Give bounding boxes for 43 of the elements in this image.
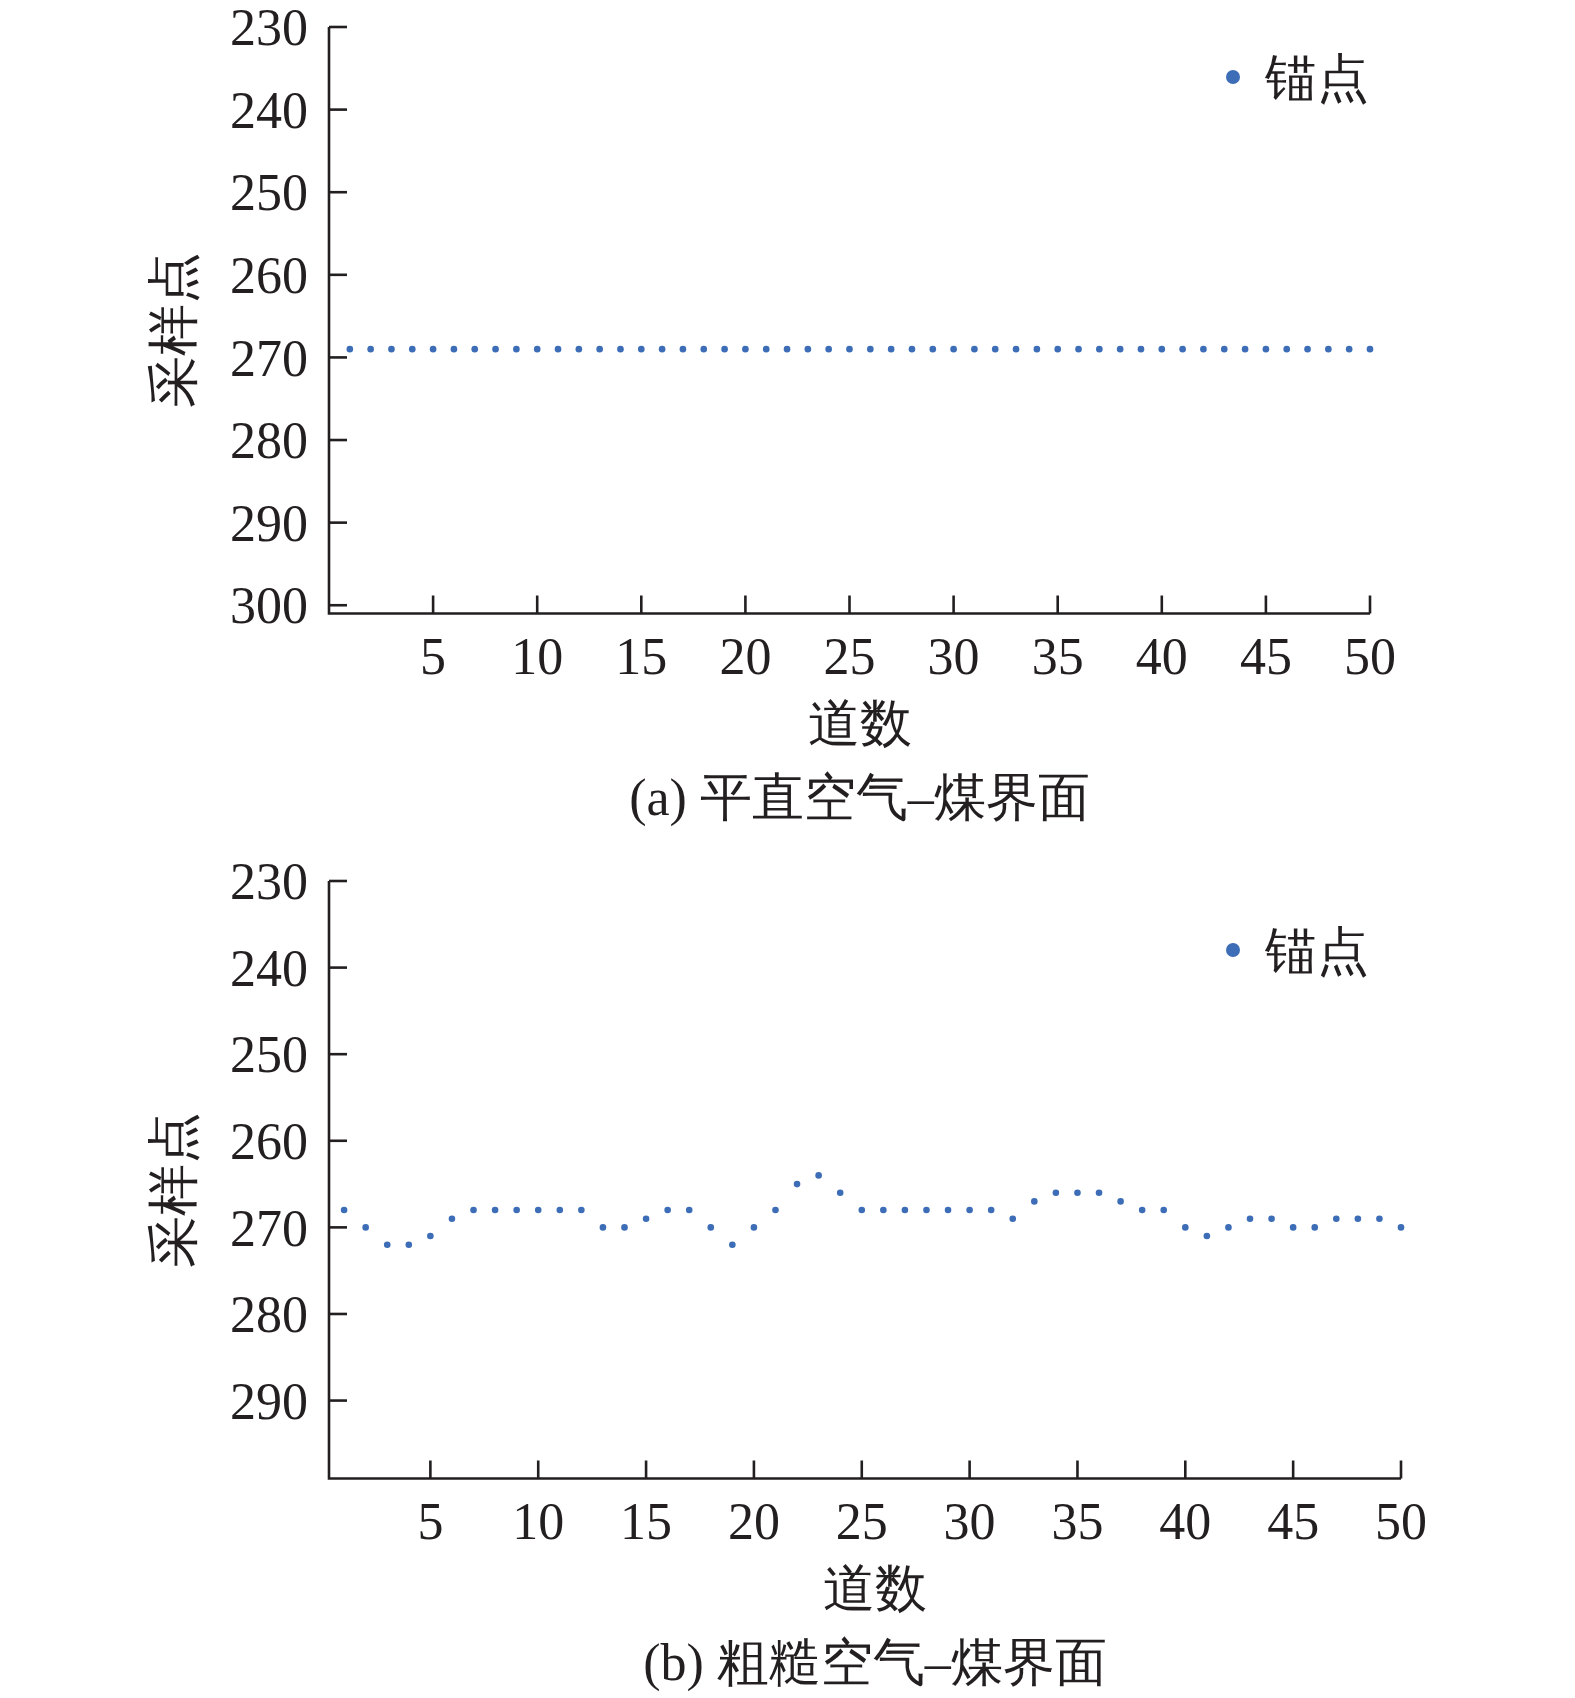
xtick: 10: [511, 627, 564, 685]
ytick: 250: [230, 164, 308, 222]
ytick: 290: [230, 1372, 308, 1430]
title: (a) 平直空气–煤界面: [629, 768, 1090, 826]
ytick: 280: [230, 412, 308, 470]
xtick: 15: [615, 627, 668, 685]
xtick: 40: [1159, 1492, 1212, 1550]
xtick: 50: [1344, 627, 1396, 685]
xtick: 25: [835, 1492, 888, 1550]
xlabel: 道数: [823, 1559, 927, 1617]
xtick: 30: [927, 627, 980, 685]
xtick: 50: [1375, 1492, 1427, 1550]
xtick: 25: [823, 627, 876, 685]
ytick: 240: [230, 939, 308, 997]
title: (b) 粗糙空气–煤界面: [643, 1633, 1107, 1691]
ytick: 240: [230, 81, 308, 139]
ytick: 230: [230, 0, 308, 57]
legend-label: 锚点: [1265, 922, 1369, 980]
ytick: 280: [230, 1286, 308, 1344]
ytick: 270: [230, 329, 308, 387]
xtick: 10: [512, 1492, 565, 1550]
legend-label: 锚点: [1265, 49, 1369, 107]
ylabel: 采样点: [145, 1111, 203, 1268]
xtick: 5: [420, 627, 447, 685]
xtick: 35: [1051, 1492, 1104, 1550]
xlabel: 道数: [807, 694, 912, 752]
xtick: 20: [727, 1492, 780, 1550]
ytick: 250: [230, 1026, 308, 1084]
xtick: 30: [943, 1492, 996, 1550]
ytick: 260: [230, 1113, 308, 1170]
xtick: 45: [1267, 1492, 1320, 1550]
ytick: 260: [230, 247, 308, 304]
ytick: 270: [230, 1199, 308, 1257]
xtick: 45: [1239, 627, 1292, 685]
xtick: 35: [1031, 627, 1084, 685]
ytick: 300: [230, 577, 308, 635]
ytick: 290: [230, 494, 308, 552]
ytick: 230: [230, 853, 308, 911]
ylabel: 采样点: [145, 252, 203, 409]
xtick: 5: [417, 1492, 444, 1550]
xtick: 40: [1135, 627, 1188, 685]
xtick: 15: [620, 1492, 673, 1550]
xtick: 20: [719, 627, 772, 685]
